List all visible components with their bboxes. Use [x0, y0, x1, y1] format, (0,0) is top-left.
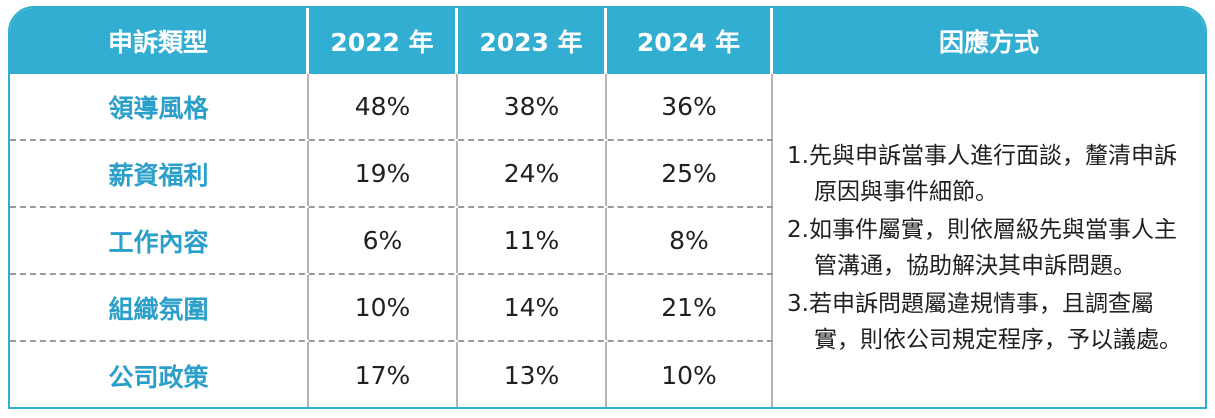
- value-2022: 19%: [309, 141, 458, 206]
- category-cell: 領導風格: [10, 74, 309, 139]
- category-cell: 組織氛圍: [10, 275, 309, 340]
- category-cell: 工作內容: [10, 208, 309, 273]
- value-2024: 21%: [607, 275, 773, 340]
- table-row: 領導風格 48% 38% 36%: [10, 74, 773, 141]
- table-row: 組織氛圍 10% 14% 21%: [10, 275, 773, 342]
- value-2024: 36%: [607, 74, 773, 139]
- category-cell: 薪資福利: [10, 141, 309, 206]
- value-2022: 10%: [309, 275, 458, 340]
- table-row: 公司政策 17% 13% 10%: [10, 342, 773, 407]
- value-2022: 48%: [309, 74, 458, 139]
- data-rows: 領導風格 48% 38% 36% 薪資福利 19% 24% 25% 工作內容 6…: [10, 74, 773, 407]
- value-2022: 6%: [309, 208, 458, 273]
- response-item-1: 1.先與申訴當事人進行面談，釐清申訴原因與事件細節。: [787, 142, 1177, 205]
- value-2023: 11%: [458, 208, 607, 273]
- value-2023: 38%: [458, 74, 607, 139]
- header-2022: 2022 年: [309, 8, 458, 74]
- header-2023: 2023 年: [458, 8, 607, 74]
- value-2024: 10%: [607, 342, 773, 407]
- value-2024: 25%: [607, 141, 773, 206]
- complaint-table: 申訴類型 2022 年 2023 年 2024 年 因應方式 領導風格 48% …: [8, 6, 1207, 409]
- table-row: 工作內容 6% 11% 8%: [10, 208, 773, 275]
- header-complaint-type: 申訴類型: [10, 8, 309, 74]
- table-body: 領導風格 48% 38% 36% 薪資福利 19% 24% 25% 工作內容 6…: [10, 74, 1205, 407]
- value-2023: 14%: [458, 275, 607, 340]
- table-row: 薪資福利 19% 24% 25%: [10, 141, 773, 208]
- value-2022: 17%: [309, 342, 458, 407]
- value-2024: 8%: [607, 208, 773, 273]
- response-item-2: 2.如事件屬實，則依層級先與當事人主管溝通，協助解決其申訴問題。: [787, 216, 1177, 279]
- response-item-3: 3.若申訴問題屬違規情事，且調查屬實，則依公司規定程序，予以議處。: [787, 290, 1182, 353]
- response-cell: 1.先與申訴當事人進行面談，釐清申訴原因與事件細節。 2.如事件屬實，則依層級先…: [773, 74, 1205, 407]
- table-header: 申訴類型 2022 年 2023 年 2024 年 因應方式: [10, 8, 1205, 74]
- value-2023: 24%: [458, 141, 607, 206]
- category-cell: 公司政策: [10, 342, 309, 407]
- value-2023: 13%: [458, 342, 607, 407]
- header-response: 因應方式: [938, 28, 1039, 57]
- header-2024: 2024 年: [607, 8, 773, 74]
